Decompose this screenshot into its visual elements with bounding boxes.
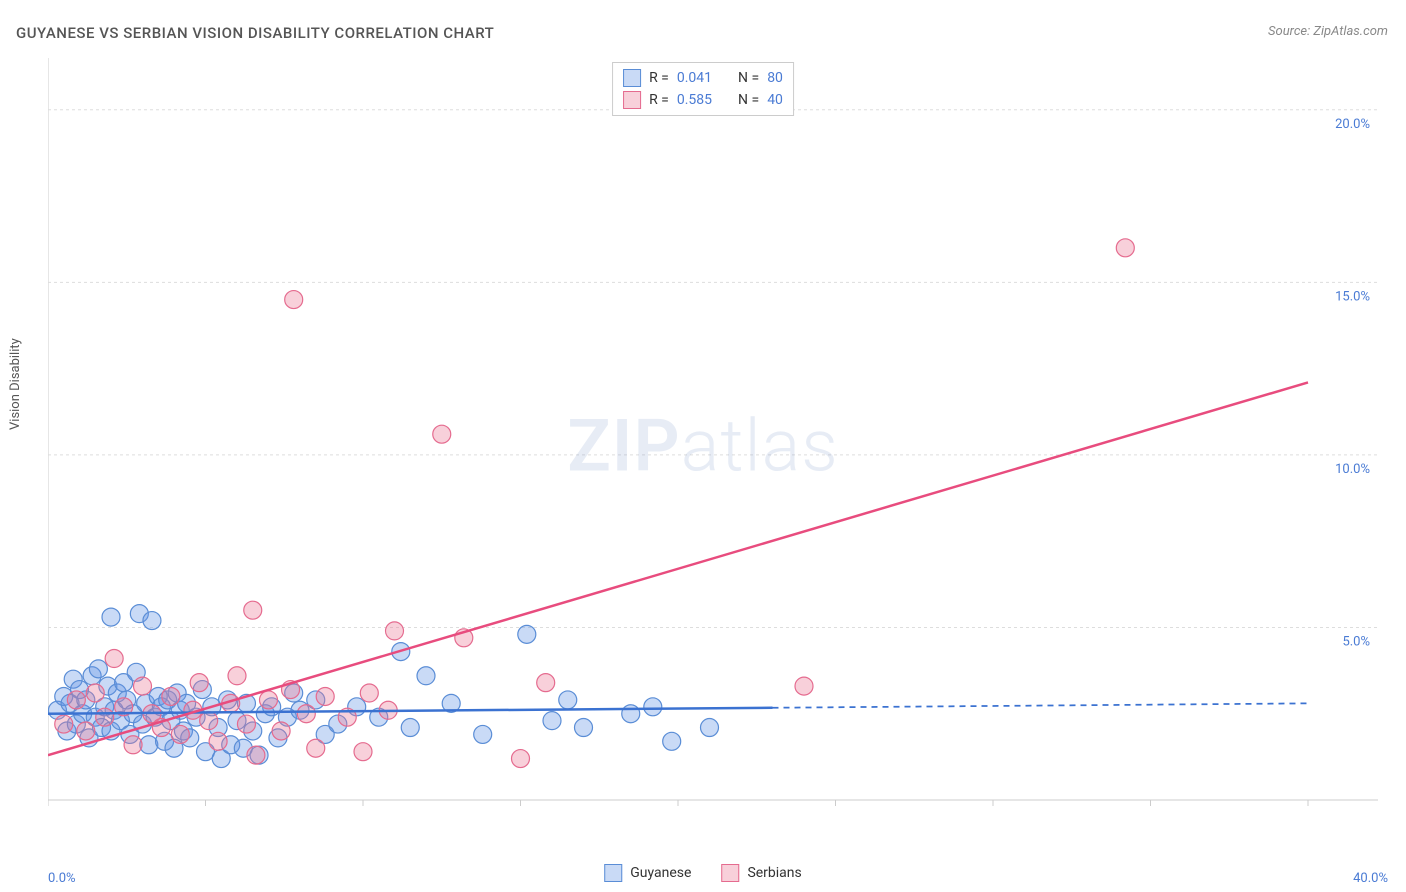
- legend-swatch: [721, 864, 739, 882]
- scatter-plot: 5.0% 10.0% 15.0% 20.0%: [48, 58, 1378, 832]
- series-legend-item: Guyanese: [604, 864, 691, 882]
- source-label: Source: ZipAtlas.com: [1268, 24, 1388, 39]
- correlation-legend-row: R = 0.041 N = 80: [623, 67, 783, 89]
- chart-container: GUYANESE VS SERBIAN VISION DISABILITY CO…: [0, 0, 1406, 892]
- chart-area: 5.0% 10.0% 15.0% 20.0%: [48, 58, 1378, 832]
- legend-swatch: [623, 91, 641, 109]
- r-label: R =: [649, 70, 669, 86]
- legend-swatch: [623, 69, 641, 87]
- y-axis-label: Vision Disability: [8, 338, 23, 430]
- r-value: 0.585: [677, 92, 712, 108]
- r-value: 0.041: [677, 70, 712, 86]
- n-label: N =: [738, 70, 759, 86]
- series-label: Serbians: [747, 865, 801, 881]
- series-legend-item: Serbians: [721, 864, 801, 882]
- legend-swatch: [604, 864, 622, 882]
- r-label: R =: [649, 92, 669, 108]
- chart-title: GUYANESE VS SERBIAN VISION DISABILITY CO…: [16, 24, 494, 42]
- x-axis-end-label: 40.0%: [1353, 871, 1388, 886]
- correlation-legend: R = 0.041 N = 80 R = 0.585 N = 40: [612, 62, 794, 116]
- n-value: 80: [767, 70, 783, 86]
- series-legend: Guyanese Serbians: [604, 864, 802, 882]
- svg-text:20.0%: 20.0%: [1335, 117, 1370, 132]
- svg-text:10.0%: 10.0%: [1335, 462, 1370, 477]
- correlation-legend-row: R = 0.585 N = 40: [623, 89, 783, 111]
- x-axis-start-label: 0.0%: [48, 871, 76, 886]
- n-value: 40: [767, 92, 783, 108]
- n-label: N =: [738, 92, 759, 108]
- svg-text:15.0%: 15.0%: [1335, 289, 1370, 304]
- series-label: Guyanese: [630, 865, 691, 881]
- svg-text:5.0%: 5.0%: [1342, 634, 1370, 649]
